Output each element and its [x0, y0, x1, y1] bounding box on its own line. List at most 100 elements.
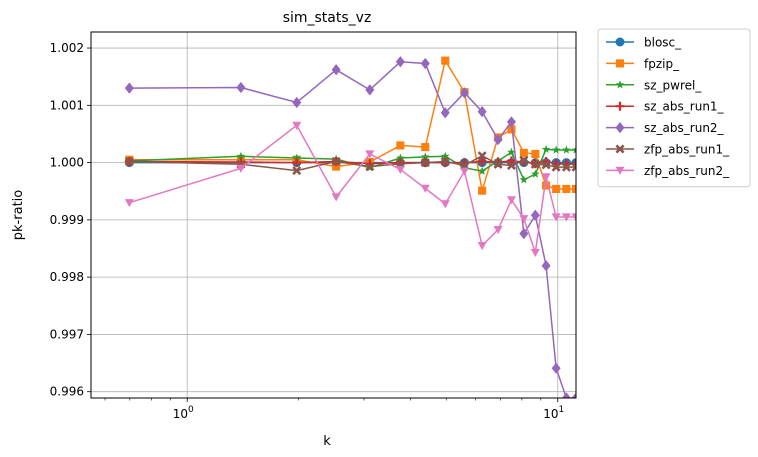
data-point [541, 260, 551, 272]
data-point [331, 64, 341, 76]
series-zfp-abs-run2 [124, 121, 576, 258]
data-point [365, 150, 375, 159]
data-point [477, 156, 487, 166]
data-point [396, 153, 405, 162]
series-zfp-abs-run1 [124, 151, 576, 176]
data-point [459, 87, 469, 99]
data-point [331, 156, 341, 166]
legend-label: zfp_abs_run1_ [644, 143, 730, 157]
data-point [519, 227, 529, 240]
data-point [440, 107, 450, 119]
data-point [551, 162, 561, 172]
legend-label: blosc_ [644, 36, 682, 50]
data-point [292, 166, 302, 176]
legend: blosc_ fpzip_ sz_pwrel_ sz_abs_run1_ sz_abs_… [597, 28, 751, 188]
y-tick-label: 1.000 [50, 156, 84, 170]
legend-label: sz_abs_run1_ [644, 100, 725, 114]
legend-label: zfp_abs_run2_ [644, 164, 730, 178]
x-axis-label: k [323, 434, 331, 449]
data-point [571, 392, 576, 398]
data-point [124, 199, 134, 208]
legend-item: fpzip_ [606, 57, 680, 71]
data-point [507, 147, 516, 156]
data-point [440, 151, 450, 160]
y-tick-label: 0.996 [50, 385, 84, 399]
data-point [507, 125, 516, 134]
data-point [531, 149, 540, 159]
series-line [129, 61, 576, 398]
legend-item: sz_abs_run1_ [606, 100, 725, 114]
data-point [420, 158, 430, 168]
legend-item: zfp_abs_run2_ [606, 164, 730, 178]
legend-frame [597, 28, 751, 188]
legend-marker [615, 80, 625, 89]
data-point [530, 159, 540, 169]
axis-ticks: 0.996 0.997 0.998 0.999 1.000 1.001 1.002 100 10… [50, 41, 565, 421]
data-point [561, 162, 571, 172]
data-point [561, 392, 571, 398]
plot-frame [90, 31, 577, 399]
y-tick-label: 0.998 [50, 270, 84, 284]
data-point [396, 141, 405, 150]
data-point [459, 167, 469, 176]
data-point [395, 165, 405, 174]
data-point [236, 81, 246, 94]
data-point [571, 162, 576, 172]
data-point [562, 145, 571, 154]
legend-marker [615, 166, 625, 175]
data-point [571, 145, 576, 154]
y-tick-label: 1.002 [50, 41, 84, 55]
data-point [571, 213, 576, 222]
data-point [292, 121, 302, 130]
data-point [332, 162, 341, 171]
x-tick-label: 100 [173, 405, 194, 421]
plot-series [124, 56, 576, 398]
data-point [292, 153, 302, 162]
data-point [124, 82, 134, 94]
data-point [551, 213, 561, 222]
data-point [493, 226, 503, 235]
data-point [519, 215, 529, 224]
data-point [124, 156, 134, 166]
legend-label: sz_abs_run2_ [644, 121, 725, 135]
data-point [395, 56, 405, 68]
data-point [236, 151, 246, 160]
legend-label: sz_pwrel_ [644, 78, 702, 92]
data-point [552, 184, 561, 193]
data-point [551, 362, 561, 374]
data-point [420, 184, 430, 193]
legend-marker [615, 37, 625, 47]
data-point [478, 186, 487, 195]
data-point [561, 213, 571, 222]
data-point [541, 173, 551, 182]
data-point [541, 160, 551, 170]
data-point [519, 155, 529, 165]
y-tick-label: 1.001 [50, 98, 84, 112]
legend-marker [615, 59, 625, 68]
data-point [477, 166, 487, 175]
data-point [530, 209, 540, 221]
legend-item: sz_abs_run2_ [606, 121, 725, 135]
data-point [331, 193, 341, 202]
grid [91, 32, 576, 398]
chart-title: sim_stats_vz [283, 10, 372, 26]
data-point [441, 56, 450, 65]
data-point [562, 184, 571, 193]
data-point [541, 144, 551, 154]
legend-marker [615, 121, 625, 134]
data-point [421, 152, 430, 161]
data-point [506, 116, 516, 128]
data-point [477, 151, 487, 161]
x-tick-label: 101 [543, 405, 564, 421]
data-point [440, 200, 450, 209]
data-point [493, 159, 503, 169]
legend-item: zfp_abs_run1_ [606, 143, 730, 157]
data-point [506, 160, 516, 170]
y-tick-label: 0.997 [50, 327, 84, 341]
data-point [365, 162, 375, 172]
y-tick-label: 0.999 [50, 213, 84, 227]
data-point [460, 163, 469, 172]
data-point [530, 248, 540, 258]
data-point [440, 156, 450, 166]
